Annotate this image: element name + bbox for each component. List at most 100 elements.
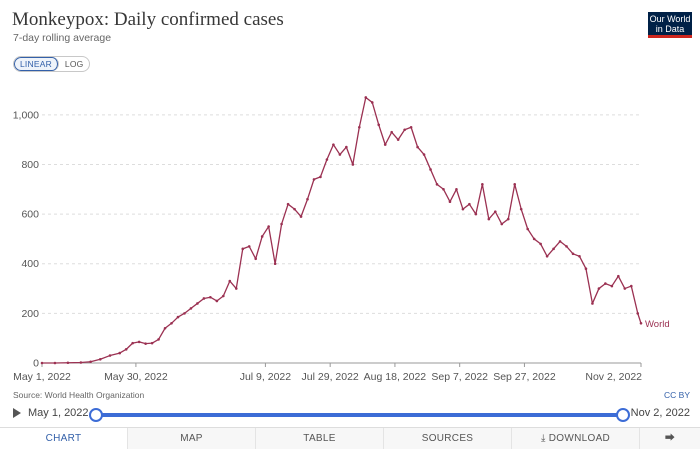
data-point — [448, 200, 452, 204]
data-point — [403, 128, 406, 132]
data-point — [319, 175, 322, 179]
data-point — [552, 247, 555, 251]
license-link[interactable]: CC BY — [664, 390, 690, 400]
tab-download-label: DOWNLOAD — [548, 433, 611, 444]
share-button[interactable]: ⮕ — [639, 428, 700, 449]
data-point — [383, 143, 387, 146]
y-tick-label: 1,000 — [13, 109, 39, 121]
tab-download[interactable]: ⤓ DOWNLOAD — [511, 428, 639, 449]
data-point — [299, 215, 303, 218]
data-point — [539, 242, 542, 246]
log-scale-button[interactable]: LOG — [64, 59, 84, 69]
data-point — [183, 312, 186, 315]
data-point — [468, 202, 471, 206]
data-point — [163, 326, 167, 330]
x-tick-label: Aug 18, 2022 — [364, 371, 427, 383]
timeline-start-handle[interactable] — [89, 408, 103, 422]
data-point — [170, 321, 173, 325]
data-point — [196, 302, 199, 305]
data-point — [312, 178, 316, 181]
owid-logo[interactable]: Our World in Data — [648, 12, 692, 38]
x-tick-label: Sep 27, 2022 — [493, 371, 556, 383]
data-point — [370, 101, 374, 104]
data-point — [506, 217, 510, 221]
data-point — [429, 168, 432, 171]
y-tick-label: 400 — [21, 258, 39, 270]
data-point — [254, 257, 257, 261]
timeline-end-label: Nov 2, 2022 — [630, 407, 690, 419]
tab-table[interactable]: TABLE — [255, 428, 383, 449]
y-tick-label: 0 — [33, 358, 39, 370]
data-point — [118, 351, 122, 355]
data-point — [639, 321, 643, 325]
x-tick-label: Nov 2, 2022 — [585, 371, 642, 383]
data-point — [500, 222, 504, 226]
logo-line-2: in Data — [655, 24, 685, 34]
data-point — [617, 274, 620, 278]
line-chart: 0 200 400 600 800 1,000 May 1, 2022 May 30, 202… — [13, 96, 670, 383]
x-tick-label: May 1, 2022 — [13, 371, 71, 383]
chart-subtitle: 7-day rolling average — [13, 32, 112, 44]
logo-line-1: Our World — [649, 14, 691, 24]
play-icon[interactable] — [13, 408, 21, 418]
data-point — [338, 153, 342, 156]
tab-map[interactable]: MAP — [127, 428, 255, 449]
data-point — [131, 341, 134, 345]
data-point — [481, 183, 484, 186]
data-point — [332, 143, 335, 146]
data-point — [364, 96, 368, 99]
data-point — [455, 187, 458, 191]
data-point — [377, 123, 381, 127]
timeline-end-handle[interactable] — [616, 408, 630, 422]
linear-scale-button[interactable]: LINEAR — [14, 57, 59, 71]
data-point — [636, 312, 640, 315]
download-icon: ⤓ — [540, 433, 546, 444]
data-point — [571, 252, 575, 256]
data-point — [124, 348, 128, 351]
scale-toggle: LINEAR LOG — [13, 56, 91, 72]
data-point — [234, 287, 238, 290]
data-point — [98, 357, 102, 361]
x-tick-label: Jul 9, 2022 — [240, 371, 292, 383]
data-point — [487, 217, 491, 221]
data-point — [623, 287, 627, 290]
data-point — [273, 262, 277, 266]
data-point — [66, 361, 70, 365]
data-point — [396, 138, 400, 141]
tab-sources[interactable]: SOURCES — [383, 428, 511, 449]
data-point — [79, 361, 83, 364]
timeline-start-label: May 1, 2022 — [28, 407, 89, 419]
data-point — [591, 302, 594, 305]
data-point — [604, 282, 607, 285]
data-point — [222, 294, 225, 298]
data-point — [558, 240, 562, 243]
data-point — [442, 187, 445, 191]
data-point — [40, 361, 44, 365]
data-point — [293, 207, 296, 211]
x-tick-label: Jul 29, 2022 — [302, 371, 359, 383]
data-point — [53, 361, 57, 365]
timeline-track[interactable] — [94, 413, 622, 417]
data-point — [545, 254, 549, 258]
data-point — [578, 254, 581, 258]
share-icon: ⮕ — [664, 433, 676, 444]
series-line — [42, 96, 642, 364]
series-end-label: World — [645, 319, 670, 330]
data-point — [176, 315, 180, 319]
data-point — [89, 360, 92, 364]
source-note[interactable]: Source: World Health Organization — [13, 390, 145, 400]
data-point — [435, 183, 439, 186]
data-point — [202, 297, 206, 300]
data-point — [351, 163, 355, 166]
data-point — [474, 212, 478, 216]
x-tick-label: Sep 7, 2022 — [431, 371, 488, 383]
data-point — [610, 284, 614, 288]
data-point — [565, 245, 568, 248]
y-tick-label: 200 — [21, 308, 39, 320]
data-point — [519, 207, 523, 211]
data-point — [241, 247, 245, 251]
tab-chart[interactable]: CHART — [0, 428, 127, 449]
data-point — [286, 202, 290, 206]
data-point — [409, 125, 413, 129]
data-point — [416, 145, 419, 149]
